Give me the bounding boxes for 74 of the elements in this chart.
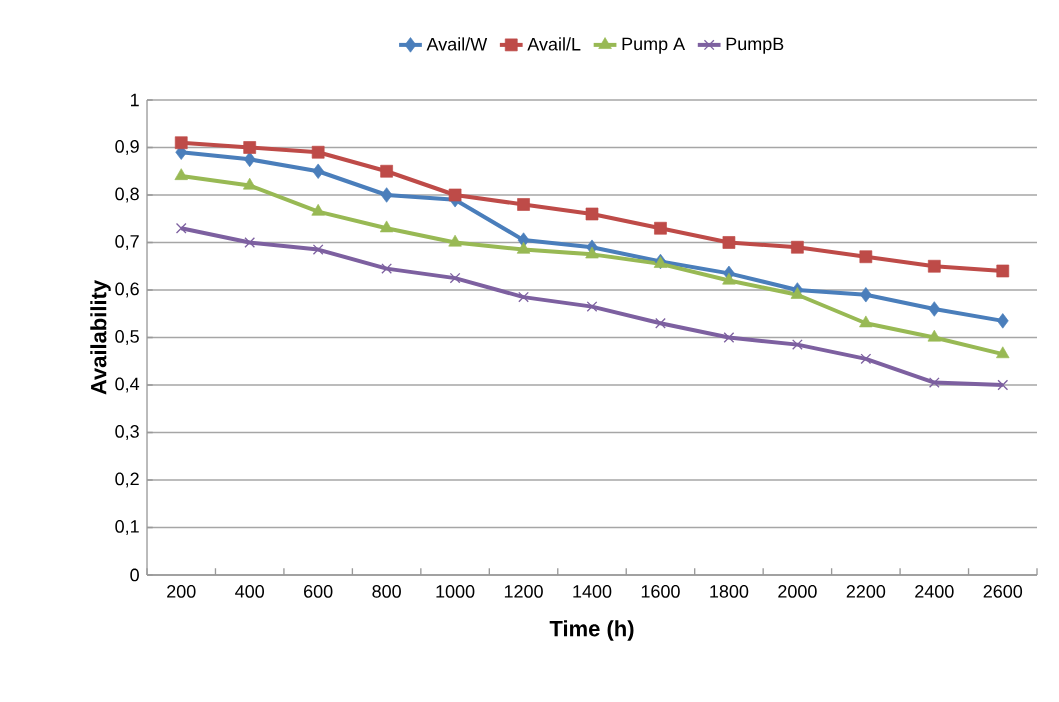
point (448, 188, 462, 202)
point (380, 164, 393, 178)
x-tick-label: 1400 (573, 585, 612, 598)
point (448, 234, 462, 247)
point (585, 246, 599, 259)
point (243, 151, 256, 168)
point (927, 329, 942, 342)
point (996, 264, 1010, 278)
legend-label: Pump A (622, 37, 686, 54)
x-tick-label: 400 (235, 585, 264, 598)
point (243, 177, 257, 190)
point (517, 198, 530, 211)
point (381, 263, 393, 274)
point (311, 203, 325, 216)
y-tick-label: 0,4 (115, 377, 140, 393)
point (380, 187, 393, 203)
point (860, 287, 872, 303)
x-tick-label: 1200 (504, 585, 543, 598)
y-tick-label: 0,7 (115, 235, 139, 250)
point (654, 221, 667, 235)
x-tick-label: 1600 (641, 585, 680, 598)
point (655, 317, 666, 329)
point (311, 145, 325, 159)
point (928, 301, 941, 317)
y-tick-label: 0,1 (115, 520, 139, 535)
legend-label: Avail/L (527, 37, 581, 51)
point (997, 379, 1009, 391)
y-tick-label: 0 (130, 568, 139, 582)
x-tick-label: 600 (304, 585, 333, 598)
point (859, 250, 873, 264)
point (518, 291, 529, 303)
legend-label: PumpB (726, 37, 784, 54)
point (174, 136, 188, 150)
x-tick-label: 800 (372, 585, 401, 598)
y-tick-label: 0,3 (115, 425, 139, 440)
point (449, 272, 461, 284)
point (312, 244, 324, 255)
x-tick-label: 1000 (436, 585, 475, 598)
x-tick-label: 1800 (710, 585, 749, 598)
y-tick-label: 0,8 (115, 187, 139, 203)
y-axis-title: Availability (90, 279, 111, 395)
x-tick-label: 200 (167, 585, 196, 598)
point (722, 236, 736, 249)
point (928, 377, 940, 388)
point (859, 315, 873, 328)
point (585, 207, 599, 221)
x-tick-label: 2600 (983, 585, 1023, 598)
point (586, 301, 598, 312)
point (243, 141, 257, 154)
point (791, 240, 804, 254)
point (996, 346, 1010, 359)
point (516, 241, 531, 254)
point (790, 287, 805, 299)
point (996, 313, 1009, 329)
point (312, 163, 324, 179)
legend-label: Avail/W (426, 37, 488, 51)
point (175, 222, 187, 234)
x-axis-title: Time (h) (549, 620, 634, 641)
point (860, 353, 872, 365)
y-tick-label: 0,9 (115, 140, 139, 155)
y-tick-label: 1 (131, 93, 139, 107)
point (927, 259, 941, 273)
x-tick-label: 2200 (846, 585, 886, 598)
point (244, 237, 256, 248)
y-tick-label: 0,5 (115, 330, 139, 345)
x-tick-label: 2400 (915, 585, 954, 598)
y-tick-label: 0,2 (115, 472, 139, 488)
point (174, 168, 188, 180)
point (722, 272, 736, 285)
point (379, 220, 394, 233)
point (723, 332, 735, 343)
x-tick-label: 2000 (778, 585, 817, 598)
point (792, 339, 803, 350)
y-tick-label: 0,6 (115, 282, 139, 298)
